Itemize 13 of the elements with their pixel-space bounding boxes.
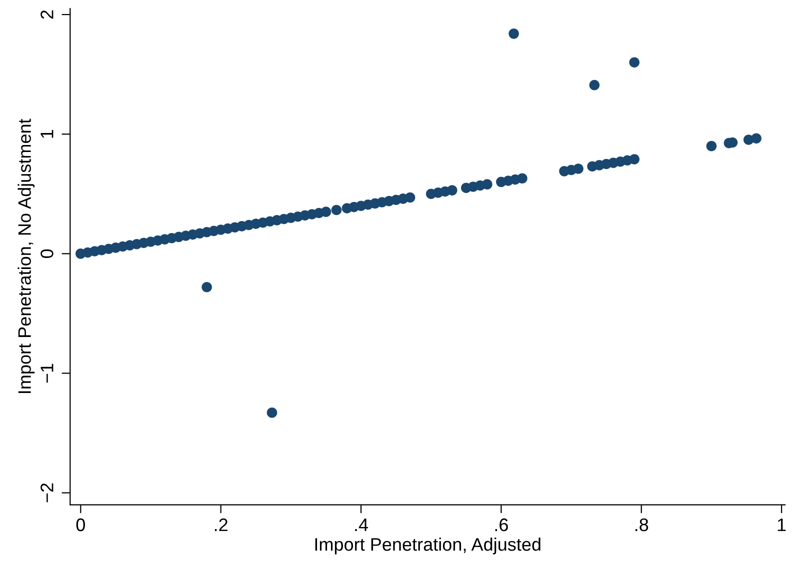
x-axis-title: Import Penetration, Adjusted	[315, 538, 540, 554]
y-tick-label: 2	[40, 10, 54, 19]
x-tick-label: 1	[778, 518, 786, 532]
y-tick-label: 1	[40, 130, 54, 138]
x-tick-label: 0	[76, 518, 85, 532]
y-tick-label: 0	[40, 249, 54, 258]
y-axis-title: Import Penetration, No Adjustment	[18, 118, 35, 393]
x-tick-label: .8	[635, 518, 648, 532]
x-tick-label: .2	[214, 518, 228, 532]
y-tick-label: −2	[40, 483, 54, 502]
y-tick-label: −1	[40, 364, 54, 383]
x-tick-label: .4	[355, 518, 368, 532]
x-tick-label: .6	[495, 518, 508, 532]
